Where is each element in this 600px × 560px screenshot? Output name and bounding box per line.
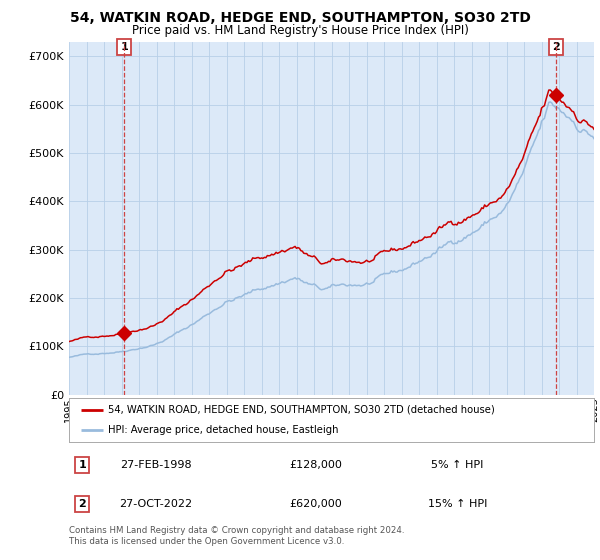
- Text: Price paid vs. HM Land Registry's House Price Index (HPI): Price paid vs. HM Land Registry's House …: [131, 24, 469, 36]
- Text: Contains HM Land Registry data © Crown copyright and database right 2024.
This d: Contains HM Land Registry data © Crown c…: [69, 526, 404, 546]
- Text: 15% ↑ HPI: 15% ↑ HPI: [428, 499, 487, 509]
- Text: 54, WATKIN ROAD, HEDGE END, SOUTHAMPTON, SO30 2TD: 54, WATKIN ROAD, HEDGE END, SOUTHAMPTON,…: [70, 11, 530, 25]
- Text: 5% ↑ HPI: 5% ↑ HPI: [431, 460, 484, 470]
- Text: £128,000: £128,000: [289, 460, 342, 470]
- Text: 2: 2: [78, 499, 86, 509]
- Text: 1: 1: [78, 460, 86, 470]
- Text: 2: 2: [552, 42, 560, 52]
- Text: £620,000: £620,000: [289, 499, 342, 509]
- Text: 54, WATKIN ROAD, HEDGE END, SOUTHAMPTON, SO30 2TD (detached house): 54, WATKIN ROAD, HEDGE END, SOUTHAMPTON,…: [109, 405, 495, 415]
- Text: 1: 1: [120, 42, 128, 52]
- Text: 27-OCT-2022: 27-OCT-2022: [119, 499, 192, 509]
- Text: HPI: Average price, detached house, Eastleigh: HPI: Average price, detached house, East…: [109, 425, 339, 435]
- Text: 27-FEB-1998: 27-FEB-1998: [120, 460, 191, 470]
